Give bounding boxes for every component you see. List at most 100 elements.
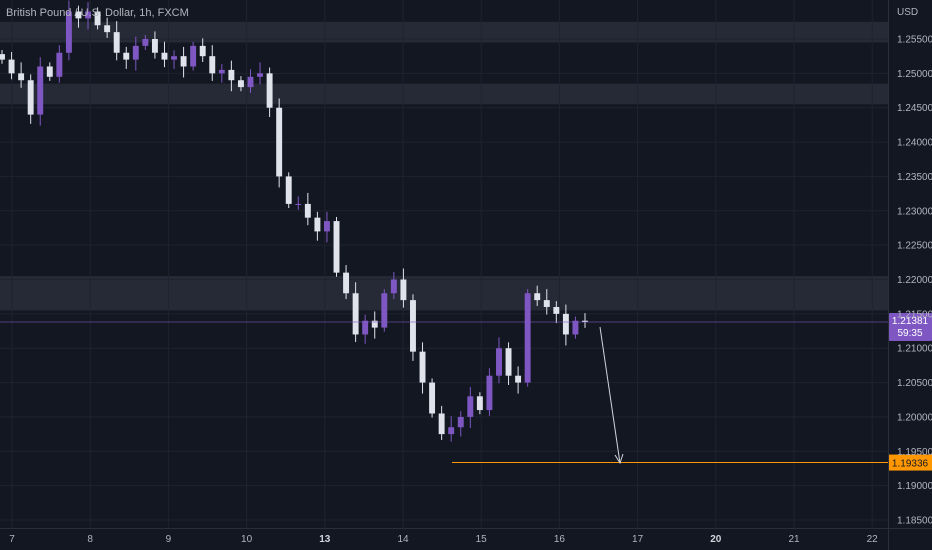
candle-body (467, 396, 474, 417)
candle-body (18, 73, 25, 81)
candle-body (524, 293, 531, 383)
candle-body (419, 351, 426, 383)
candle-body (486, 375, 493, 411)
candle-body (37, 66, 44, 115)
price-tick-label: 1.20000 (897, 412, 932, 423)
price-tick-label: 1.19500 (897, 447, 932, 458)
candle-body (285, 176, 292, 204)
candle-body (429, 382, 436, 414)
candle-body (410, 300, 416, 352)
candle-body (438, 413, 445, 435)
candle-body (572, 320, 579, 335)
candle-body (333, 221, 340, 273)
candle-body (199, 45, 206, 57)
candle-body (8, 59, 15, 74)
candle-body (132, 45, 139, 60)
candle-body (190, 45, 197, 67)
price-tick-label: 1.21000 (897, 344, 932, 355)
candle-body (352, 293, 359, 335)
candle-body (257, 73, 264, 77)
candle-body (209, 56, 216, 74)
time-tick-label: 21 (788, 534, 800, 545)
candle-body (237, 80, 244, 88)
candle-body (448, 427, 455, 435)
current-price-tag[interactable] (889, 313, 932, 342)
candle-body (390, 279, 397, 294)
candle-body (343, 272, 350, 294)
candle-body (94, 11, 101, 26)
candle-body (113, 32, 120, 53)
candle-body (56, 52, 63, 77)
zones-layer (0, 21, 888, 311)
time-tick-label: 8 (87, 534, 93, 545)
target-price-label: 1.19336 (892, 459, 929, 470)
time-tick-label: 15 (476, 534, 488, 545)
candle-body (104, 25, 111, 33)
candle-body (27, 80, 34, 115)
candle-body (123, 52, 130, 60)
countdown-label: 59:35 (897, 328, 922, 339)
time-tick-label: 9 (166, 534, 172, 545)
time-axis[interactable]: 7 8 9 10 13 14 15 16 17 20 21 22 (0, 528, 932, 546)
candle-body (65, 11, 72, 53)
candle-body (0, 54, 5, 60)
zone-box (0, 276, 888, 311)
price-tick-label: 1.22000 (897, 275, 932, 286)
candle-body (228, 69, 235, 81)
currency-label: USD (897, 7, 918, 18)
projection-arrow-line[interactable] (599, 326, 621, 464)
price-tick-label: 1.19000 (897, 481, 932, 492)
candle-body (218, 69, 225, 74)
candle-body (362, 320, 369, 335)
candle-body (400, 279, 407, 301)
candle-body (142, 39, 149, 46)
candle-body (304, 203, 311, 218)
price-tick-label: 1.24000 (897, 138, 932, 149)
candle-body (562, 313, 569, 335)
grid-layer (0, 0, 888, 528)
price-tick-label: 1.22500 (897, 241, 932, 252)
candle-body (85, 11, 91, 19)
candle-body (161, 52, 168, 60)
candle-body (371, 320, 378, 328)
candle-body (534, 293, 541, 301)
candle-body (515, 375, 522, 383)
candle-body (476, 396, 483, 411)
candle-body (553, 306, 560, 314)
candle-body (582, 320, 588, 323)
time-tick-label: 13 (319, 534, 331, 545)
candle-body (151, 39, 158, 53)
candle-body (247, 76, 254, 88)
time-tick-label: 22 (867, 534, 879, 545)
candle-body (505, 348, 512, 376)
price-tick-label: 1.23000 (897, 206, 932, 217)
time-tick-label: 20 (710, 534, 722, 545)
candle-body (323, 221, 330, 232)
price-tick-label: 1.21500 (897, 309, 932, 320)
candle-body (180, 56, 187, 67)
arrow-head-icon (614, 453, 624, 465)
price-tick-label: 1.23500 (897, 172, 932, 183)
target-price-tag[interactable] (889, 454, 932, 471)
symbol-title: British Pound / U.S. Dollar, 1h, FXCM (6, 7, 189, 19)
current-price-label: 1.21381 (892, 316, 929, 327)
candle-body (381, 293, 388, 328)
time-tick-label: 16 (554, 534, 566, 545)
time-tick-label: 10 (241, 534, 253, 545)
candle-body (266, 73, 273, 108)
zone-box (0, 21, 888, 43)
price-tick-label: 1.18500 (897, 516, 932, 527)
time-tick-label: 7 (9, 534, 15, 545)
time-tick-label: 17 (632, 534, 644, 545)
price-axis[interactable]: 1.25500 1.25000 1.24500 1.24000 1.23500 1.230… (888, 0, 932, 550)
price-tick-label: 1.20500 (897, 378, 932, 389)
candle-body (543, 300, 550, 307)
price-tick-label: 1.25500 (897, 35, 932, 46)
time-tick-label: 14 (397, 534, 409, 545)
candles-layer (0, 0, 588, 442)
zone-box (0, 83, 888, 105)
candle-body (276, 107, 283, 177)
